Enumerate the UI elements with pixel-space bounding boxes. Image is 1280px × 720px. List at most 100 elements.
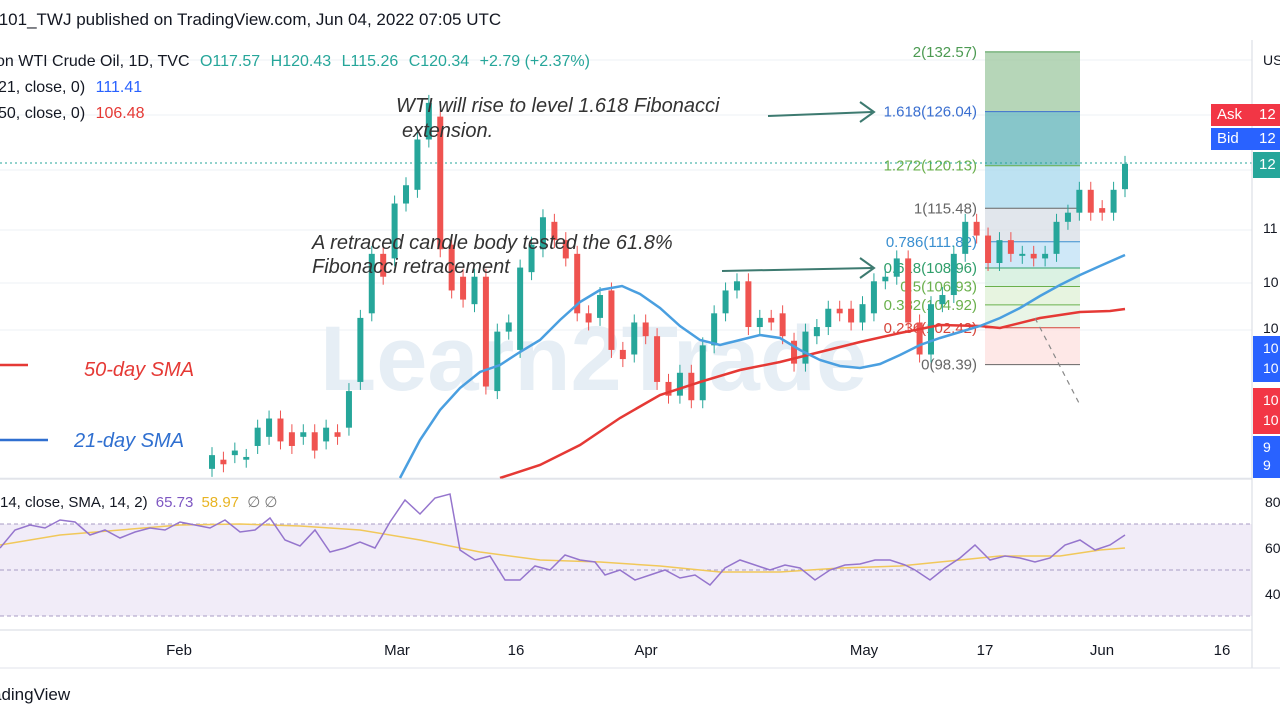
- candle[interactable]: [1076, 189, 1083, 213]
- rsi-legend[interactable]: 14, close, SMA, 14, 2) 65.73 58.97 ∅ ∅: [0, 493, 278, 511]
- candle[interactable]: [1122, 163, 1128, 190]
- candle[interactable]: [631, 322, 638, 355]
- bid-value: 12: [1259, 130, 1276, 147]
- candle[interactable]: [505, 322, 512, 332]
- fib-extension-text-2: extension.: [402, 120, 493, 142]
- candle[interactable]: [985, 235, 992, 263]
- time-axis-label: 16: [1214, 642, 1231, 659]
- candle[interactable]: [425, 102, 432, 140]
- candle[interactable]: [1053, 221, 1060, 254]
- price-chart[interactable]: Learn2Trade 2(132.57) 1.618(126.04) 1.272(…: [0, 0, 1280, 680]
- candle[interactable]: [779, 313, 786, 337]
- candle[interactable]: [870, 281, 877, 314]
- candle[interactable]: [471, 276, 478, 305]
- candle[interactable]: [711, 313, 718, 346]
- candle[interactable]: [768, 317, 775, 323]
- candle[interactable]: [654, 336, 661, 382]
- candle[interactable]: [334, 432, 341, 437]
- low-marker-text-2: 9: [1263, 457, 1271, 473]
- candle[interactable]: [916, 322, 923, 355]
- candle[interactable]: [859, 304, 866, 323]
- candle[interactable]: [517, 267, 524, 350]
- ask-label: Ask: [1217, 106, 1243, 123]
- candle[interactable]: [300, 432, 307, 437]
- candle[interactable]: [345, 391, 352, 428]
- candle[interactable]: [494, 331, 501, 392]
- candle[interactable]: [733, 281, 740, 291]
- candle[interactable]: [905, 258, 912, 323]
- last-price-badge: 12: [1253, 152, 1280, 178]
- candle[interactable]: [448, 244, 455, 291]
- candle[interactable]: [1110, 189, 1117, 213]
- candle[interactable]: [288, 432, 295, 446]
- candle[interactable]: [311, 432, 318, 451]
- candle[interactable]: [619, 349, 626, 360]
- symbol-legend[interactable]: on WTI Crude Oil, 1D, TVC O117.57 H120.4…: [0, 53, 590, 71]
- candle[interactable]: [437, 116, 444, 250]
- candle[interactable]: [973, 221, 980, 236]
- retrace-text-1: A retraced candle body tested the 61.8%: [311, 232, 673, 254]
- candle[interactable]: [802, 331, 809, 364]
- candle[interactable]: [1030, 253, 1037, 259]
- candle[interactable]: [597, 295, 604, 318]
- candle[interactable]: [722, 290, 729, 314]
- candle[interactable]: [391, 203, 398, 259]
- candle[interactable]: [1099, 208, 1106, 213]
- candle[interactable]: [414, 139, 421, 190]
- candle[interactable]: [791, 340, 798, 364]
- ohlc-change: +2.79 (+2.37%): [479, 53, 590, 70]
- candle[interactable]: [825, 308, 832, 328]
- candle[interactable]: [539, 217, 546, 250]
- candle[interactable]: [403, 185, 410, 204]
- candle[interactable]: [699, 345, 706, 401]
- candle[interactable]: [266, 418, 273, 437]
- candle[interactable]: [574, 253, 581, 314]
- candle[interactable]: [665, 381, 672, 396]
- candle[interactable]: [482, 276, 489, 387]
- candle[interactable]: [756, 317, 763, 328]
- candle[interactable]: [220, 459, 227, 465]
- candle[interactable]: [380, 253, 387, 277]
- candle[interactable]: [950, 253, 957, 296]
- candle[interactable]: [368, 253, 375, 314]
- candle[interactable]: [254, 427, 261, 446]
- candle[interactable]: [585, 313, 592, 323]
- candle[interactable]: [745, 281, 752, 328]
- candle[interactable]: [608, 290, 615, 350]
- candle[interactable]: [927, 304, 934, 355]
- candle[interactable]: [882, 276, 889, 282]
- candle[interactable]: [996, 240, 1003, 263]
- candle[interactable]: [676, 372, 683, 396]
- time-axis-label: 16: [508, 642, 525, 659]
- candle[interactable]: [357, 317, 364, 382]
- sma21-legend[interactable]: 21, close, 0) 111.41: [0, 79, 142, 97]
- candle[interactable]: [231, 450, 238, 456]
- candle[interactable]: [528, 244, 535, 273]
- candle[interactable]: [243, 456, 250, 460]
- candle[interactable]: [813, 327, 820, 337]
- candle[interactable]: [551, 221, 558, 241]
- candle[interactable]: [460, 276, 467, 300]
- candle[interactable]: [688, 372, 695, 401]
- candle[interactable]: [642, 322, 649, 337]
- candle[interactable]: [323, 427, 330, 442]
- price-scale[interactable]: US Ask 12 Bid 12 12 11 10 10 10 10 10 10…: [1211, 40, 1280, 668]
- candle[interactable]: [893, 258, 900, 277]
- candle[interactable]: [962, 221, 969, 254]
- candle[interactable]: [1042, 253, 1049, 259]
- fib-level-label: 0.5(106.93): [900, 279, 977, 296]
- candle[interactable]: [1064, 212, 1071, 222]
- candle[interactable]: [1087, 189, 1094, 213]
- publish-line: t101_TWJ published on TradingView.com, J…: [0, 10, 502, 29]
- candle[interactable]: [1019, 253, 1026, 256]
- sma50-legend[interactable]: 50, close, 0) 106.48: [0, 105, 145, 123]
- sma50-marker-a-text: 10: [1263, 392, 1279, 408]
- candle[interactable]: [562, 240, 569, 259]
- fib-zone: [985, 208, 1080, 242]
- candle[interactable]: [1007, 240, 1014, 254]
- candle[interactable]: [836, 308, 843, 314]
- candle[interactable]: [939, 295, 946, 305]
- candle[interactable]: [209, 455, 215, 469]
- candle[interactable]: [277, 418, 284, 442]
- candle[interactable]: [848, 308, 855, 323]
